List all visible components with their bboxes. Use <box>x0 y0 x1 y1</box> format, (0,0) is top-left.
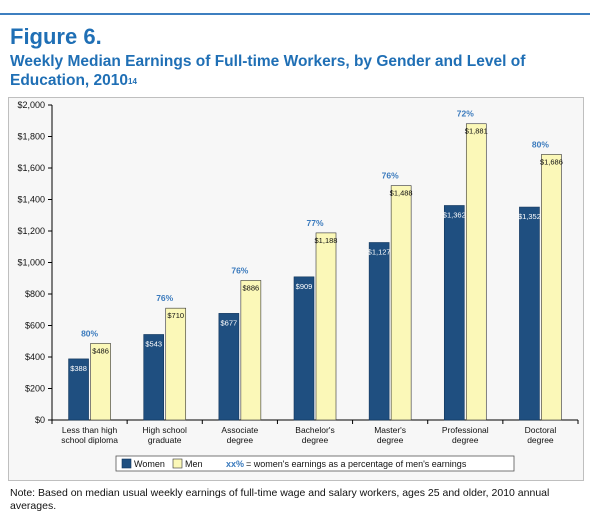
category-label: degree <box>452 435 479 445</box>
legend-label-men: Men <box>185 459 203 469</box>
y-tick-label: $600 <box>25 321 45 331</box>
bar-men <box>541 154 562 421</box>
category-label: degree <box>377 435 404 445</box>
category-label: degree <box>302 435 329 445</box>
bar-value-label-women: $543 <box>145 339 162 348</box>
bar-women <box>68 358 89 421</box>
legend-ratio-key: xx% <box>226 459 244 469</box>
category-label: Professional <box>442 425 489 435</box>
figure-label: Figure 6. <box>10 24 102 49</box>
chart-note: Note: Based on median usual weekly earni… <box>10 487 550 512</box>
bar-value-label-men: $886 <box>243 283 260 292</box>
y-tick-label: $1,400 <box>17 195 45 205</box>
y-tick-label: $1,800 <box>17 132 45 142</box>
figure-title: Weekly Median Earnings of Full-time Work… <box>10 52 570 90</box>
bar-value-label-men: $1,488 <box>390 189 413 198</box>
figure-title-text: Weekly Median Earnings of Full-time Work… <box>10 53 526 89</box>
top-rule <box>0 13 590 15</box>
category-label: school diploma <box>61 435 118 445</box>
category-label: Associate <box>221 425 258 435</box>
bar-women <box>143 334 165 421</box>
legend-label-women: Women <box>134 459 165 469</box>
bar-men <box>165 307 187 421</box>
percent-label: 80% <box>532 139 549 149</box>
y-tick-label: $0 <box>35 415 45 425</box>
bar-value-label-men: $1,881 <box>465 127 488 136</box>
y-tick-label: $1,000 <box>17 258 45 268</box>
legend-box <box>115 455 515 472</box>
category-label: Master's <box>374 425 406 435</box>
bar-value-label-women: $388 <box>70 364 87 373</box>
bar-value-label-women: $1,352 <box>518 212 541 221</box>
percent-label: 72% <box>457 109 474 119</box>
bar-women <box>293 276 315 421</box>
category-label: degree <box>227 435 254 445</box>
y-tick-label: $400 <box>25 352 45 362</box>
category-label: Less than high <box>62 425 118 435</box>
y-tick-label: $1,200 <box>17 226 45 236</box>
bar-value-label-women: $909 <box>296 282 313 291</box>
y-tick-label: $800 <box>25 289 45 299</box>
category-label: Doctoral <box>525 425 557 435</box>
figure-title-footnote: 14 <box>128 77 137 86</box>
legend-swatch-women <box>121 458 132 469</box>
category-label: High school <box>143 425 188 435</box>
bar-men <box>240 280 262 421</box>
percent-label: 77% <box>306 218 323 228</box>
bar-women <box>443 205 465 421</box>
percent-label: 76% <box>231 265 248 275</box>
bar-value-label-women: $1,127 <box>368 247 391 256</box>
legend-swatch-men <box>172 458 183 469</box>
y-tick-label: $200 <box>25 384 45 394</box>
legend-ratio-text: = women's earnings as a percentage of me… <box>246 459 467 469</box>
bar-value-label-men: $710 <box>167 311 184 320</box>
bar-men <box>465 123 487 421</box>
bar-women <box>368 242 390 421</box>
bar-women <box>519 206 540 421</box>
bar-men <box>315 232 337 421</box>
percent-label: 76% <box>382 171 399 181</box>
bar-value-label-men: $486 <box>92 346 109 355</box>
percent-label: 76% <box>156 293 173 303</box>
bar-women <box>218 313 240 421</box>
y-tick-label: $1,600 <box>17 163 45 173</box>
category-label: Bachelor's <box>295 425 334 435</box>
category-label: graduate <box>148 435 182 445</box>
bar-value-label-men: $1,188 <box>315 236 338 245</box>
category-label: degree <box>527 435 554 445</box>
bar-men <box>390 185 412 421</box>
bar-value-label-women: $677 <box>221 318 238 327</box>
percent-label: 80% <box>81 328 98 338</box>
bar-men <box>90 343 111 421</box>
y-tick-label: $2,000 <box>17 100 45 110</box>
bar-value-label-men: $1,686 <box>540 157 563 166</box>
bar-value-label-women: $1,362 <box>443 210 466 219</box>
